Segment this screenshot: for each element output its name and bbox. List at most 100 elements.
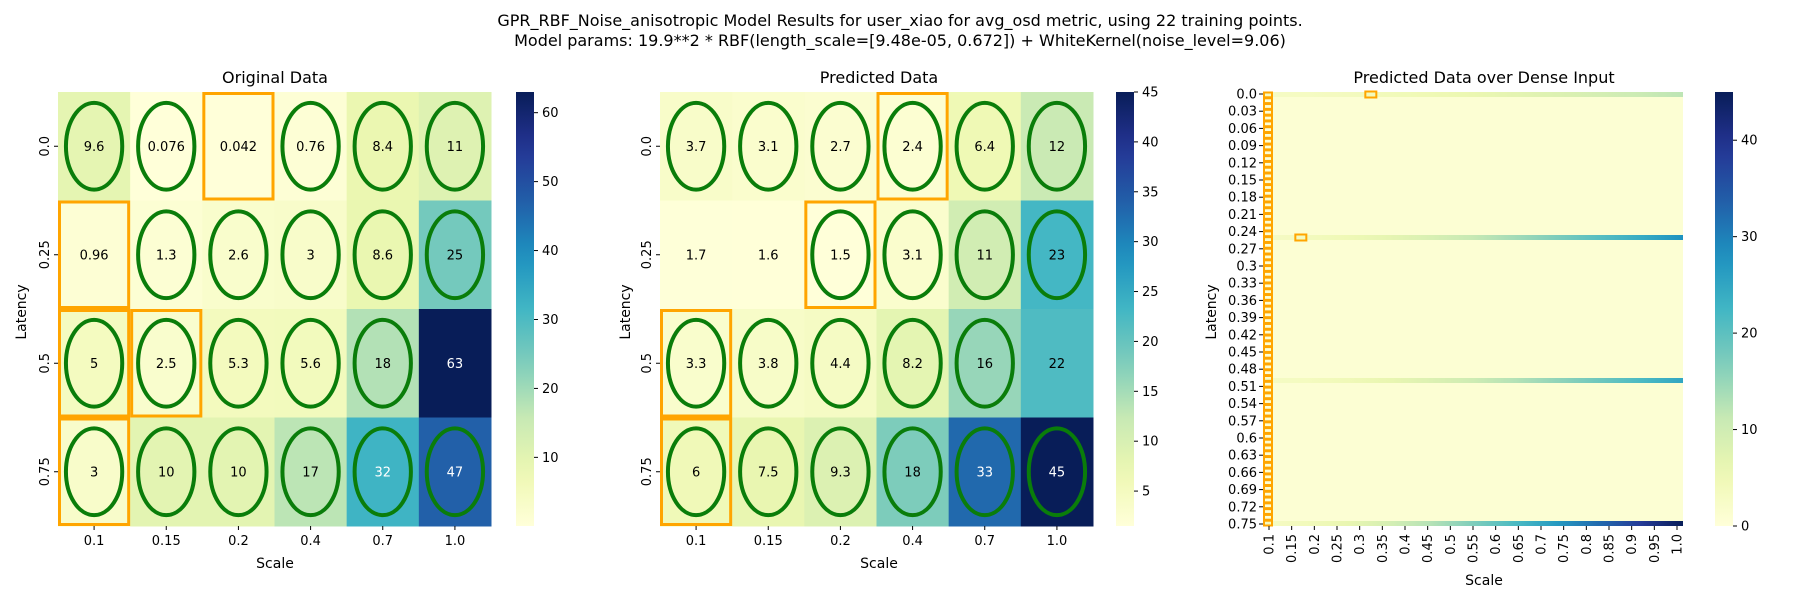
- original-data-cell: [418, 92, 492, 201]
- dense-prediction-highlight-marker: [1263, 392, 1273, 400]
- predicted-data-cell-label: 22: [1049, 357, 1066, 372]
- original-data-x-tick-label: 0.4: [300, 534, 321, 549]
- dense-prediction-highlight-marker: [1263, 288, 1273, 296]
- original-data-cell-label: 1.3: [156, 248, 177, 263]
- dense-prediction-highlight-marker: [1263, 276, 1273, 284]
- dense-prediction-highlight-marker: [1263, 415, 1273, 423]
- predicted-data-colorbar-tick-label: 40: [1142, 135, 1159, 150]
- original-data-cell-label: 32: [374, 465, 391, 480]
- dense-prediction-x-tick-label: 0.7: [1535, 534, 1550, 555]
- dense-prediction-y-tick-label: 0.18: [1228, 191, 1257, 206]
- original-data-colorbar-tick-label: 10: [542, 451, 559, 466]
- predicted-data-training-point-ellipse: [882, 100, 943, 192]
- dense-prediction-highlight-marker: [1263, 369, 1273, 377]
- original-data-cell: [418, 309, 492, 418]
- predicted-data-cell-label: 8.2: [902, 357, 923, 372]
- predicted-data-colorbar-tick-label: 25: [1142, 285, 1159, 300]
- dense-prediction-highlight-marker: [1263, 346, 1273, 353]
- dense-prediction-y-tick-label: 0.57: [1228, 414, 1257, 429]
- dense-prediction-x-tick-label: 0.45: [1421, 534, 1436, 563]
- dense-prediction-y-tick-label: 0.09: [1228, 139, 1257, 154]
- predicted-data-colorbar-tick-label: 10: [1142, 435, 1159, 450]
- predicted-data-cell: [660, 417, 733, 527]
- dense-prediction-highlight-marker: [1263, 357, 1273, 365]
- dense-prediction-y-tick-label: 0.54: [1228, 397, 1257, 412]
- predicted-data-training-point-ellipse: [738, 100, 799, 192]
- original-data-training-point-ellipse: [208, 209, 269, 301]
- original-data-cell: [58, 309, 131, 418]
- predicted-data-cell: [660, 92, 733, 201]
- original-data-cell-label: 18: [374, 357, 391, 372]
- dense-prediction-x-tick-label: 0.6: [1489, 534, 1504, 555]
- dense-prediction-y-tick-label: 0.0: [1236, 88, 1257, 103]
- predicted-data-cell: [876, 92, 950, 201]
- original-data-ylabel: Latency: [14, 284, 30, 339]
- dense-prediction-highlight-marker: [1263, 490, 1273, 498]
- predicted-data-y-tick-label: 0.0: [640, 136, 655, 157]
- dense-prediction-y-tick-label: 0.39: [1228, 311, 1257, 326]
- original-data-colorbar-tick-label: 30: [542, 313, 559, 328]
- dense-prediction-y-tick-label: 0.15: [1228, 174, 1257, 189]
- predicted-data-training-point-ellipse: [954, 100, 1015, 192]
- predicted-data-y-tick-label: 0.75: [640, 457, 655, 486]
- dense-prediction-highlight-marker: [1263, 299, 1273, 307]
- predicted-data-cell-label: 1.6: [758, 248, 779, 263]
- predicted-data-cell-label: 45: [1049, 465, 1066, 480]
- predicted-data-cell: [948, 200, 1022, 310]
- dense-prediction-y-tick-label: 0.3: [1236, 260, 1257, 275]
- predicted-data-cell: [732, 417, 805, 527]
- predicted-data-cell-label: 1.7: [686, 248, 707, 263]
- dense-prediction-colorbar-tick-label: 0: [1741, 520, 1749, 535]
- original-data-colorbar-tick-label: 40: [542, 244, 559, 259]
- predicted-data-training-point-ellipse: [665, 100, 727, 192]
- predicted-data-training-point-ellipse: [738, 317, 799, 409]
- dense-prediction-x-tick-label: 0.75: [1557, 534, 1572, 563]
- dense-prediction-y-tick-label: 0.33: [1228, 277, 1257, 292]
- dense-prediction-background: [1263, 92, 1683, 526]
- original-data-cell-label: 0.042: [220, 140, 257, 155]
- dense-prediction-highlight-marker: [1263, 259, 1273, 267]
- original-data-cell-label: 5.6: [300, 357, 321, 372]
- dense-prediction-y-tick-label: 0.21: [1228, 208, 1257, 223]
- dense-prediction-colorbar: [1715, 92, 1733, 526]
- predicted-data-cell: [948, 417, 1022, 527]
- predicted-data-colorbar-tick-label: 45: [1142, 86, 1159, 101]
- original-data-cell-label: 5.3: [228, 357, 249, 372]
- original-data-cell: [274, 200, 348, 310]
- dense-prediction-highlight-marker: [1263, 294, 1273, 301]
- original-data-colorbar-tick-label: 50: [542, 175, 559, 190]
- dense-prediction-highlight-marker: [1263, 496, 1273, 504]
- dense-prediction-highlight-marker: [1263, 438, 1273, 446]
- predicted-data-training-point-ellipse: [954, 209, 1015, 301]
- dense-prediction-highlight-marker: [1263, 103, 1273, 110]
- dense-prediction-highlight-marker: [1263, 421, 1273, 429]
- dense-prediction-highlight-marker: [1263, 519, 1273, 527]
- original-data-cell: [130, 200, 203, 310]
- predicted-data-cell: [660, 200, 733, 310]
- original-data-cell: [346, 200, 420, 310]
- dense-prediction-x-tick-label: 0.5: [1444, 534, 1459, 555]
- predicted-data-cell: [732, 200, 805, 310]
- original-data-xlabel: Scale: [256, 556, 294, 572]
- dense-prediction-y-tick-label: 0.66: [1228, 466, 1257, 481]
- original-data-cell: [130, 309, 203, 418]
- original-data-training-point-ellipse: [280, 209, 341, 301]
- original-data-colorbar-tick-label: 20: [542, 382, 559, 397]
- dense-prediction-highlight-marker: [1263, 409, 1273, 417]
- dense-prediction-ylabel: Latency: [1204, 284, 1220, 339]
- predicted-data-cell: [876, 200, 950, 310]
- dense-prediction-highlight-marker: [1263, 351, 1273, 359]
- original-data-training-point-ellipse: [208, 317, 269, 409]
- predicted-data-x-tick-label: 0.1: [686, 534, 707, 549]
- predicted-data-training-point-ellipse: [810, 209, 871, 301]
- original-data-cell-label: 9.6: [84, 140, 105, 155]
- original-data-cell-label: 3: [90, 465, 98, 480]
- original-data-cell: [58, 417, 131, 527]
- original-data-training-point-ellipse: [136, 209, 197, 301]
- dense-prediction-highlight-marker: [1263, 380, 1273, 388]
- predicted-data-training-point-ellipse: [882, 317, 943, 409]
- dense-prediction-highlight-marker: [1263, 328, 1273, 336]
- original-data-cell-label: 2.6: [228, 248, 249, 263]
- predicted-data-training-point-ellipse: [738, 426, 799, 518]
